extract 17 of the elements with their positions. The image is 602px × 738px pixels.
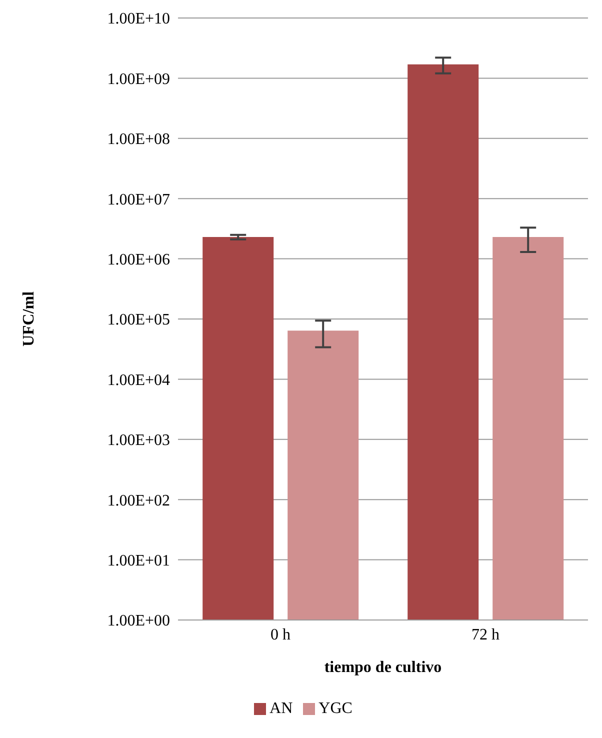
y-tick-label: 1.00E+05 [107,312,170,329]
x-axis-title: tiempo de cultivo [324,659,442,676]
y-tick-label: 1.00E+03 [107,432,170,450]
y-tick-label: 1.00E+00 [107,612,170,630]
y-axis-title: UFC/ml [20,290,38,347]
x-tick-label: 0 h [270,626,290,644]
y-tick-label: 1.00E+09 [107,70,170,88]
y-tick-label: 1.00E+10 [107,10,170,28]
y-tick-label: 1.00E+07 [107,191,170,208]
y-tick-label: 1.00E+06 [107,251,170,268]
y-tick-label: 1.00E+08 [107,131,170,148]
x-tick-label: 72 h [472,626,500,644]
y-tick-label: 1.00E+04 [107,372,170,389]
legend-label: AN [270,700,293,717]
y-tick-label: 1.00E+02 [107,492,170,510]
y-tick-label: 1.00E+01 [107,552,170,570]
legend-label: YGC [318,700,352,717]
